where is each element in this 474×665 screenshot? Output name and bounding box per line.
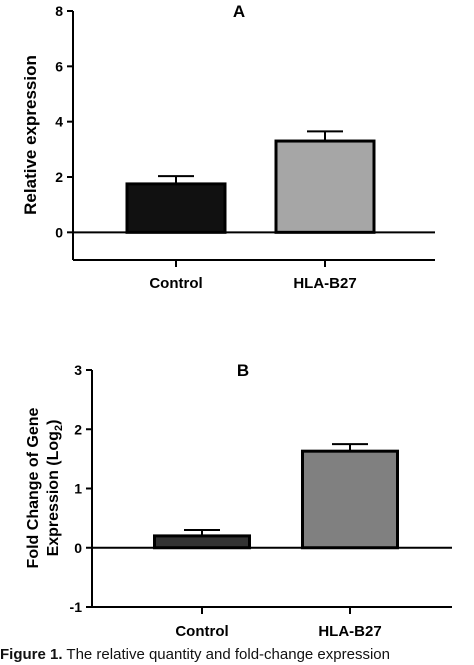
panel-b-y-tick-label: 3 [74, 362, 82, 378]
panel-a-y-tick-label: 0 [55, 224, 63, 240]
figure-caption: Figure 1. The relative quantity and fold… [0, 646, 474, 665]
panel-a-y-tick-label: 2 [55, 169, 63, 185]
panel-a-y-tick-label: 8 [55, 3, 63, 19]
panel-b-x-tick-label: HLA-B27 [318, 623, 381, 640]
panel-a-tick-labels: 0 2 4 6 8 Control HLA-B27 [55, 3, 356, 292]
panel-b-label: B [237, 361, 249, 380]
panel-b-bar [153, 534, 251, 550]
panel-a-bar [274, 139, 376, 234]
panel-a-y-axis-label: Relative expression [21, 55, 40, 215]
panel-b-bars [153, 443, 399, 550]
panel-a-bars [125, 130, 376, 234]
panel-b-bar [301, 449, 399, 550]
panel-b-y-tick-label: 0 [74, 540, 82, 556]
panel-b-y-axis-label-line1: Fold Change of Gene [25, 407, 42, 568]
chart-panel-a: A Relative expression 0 2 4 6 8 Control HLA-B2… [21, 2, 435, 292]
panel-a-x-tick-label: Control [149, 275, 202, 292]
panel-b-y-tick-label: 1 [74, 481, 82, 497]
caption-text: The relative quantity and fold-change ex… [66, 646, 390, 663]
panel-b-tick-labels: -1 0 1 2 3 Control HLA-B27 [70, 362, 382, 640]
panel-a-label: A [233, 2, 245, 21]
panel-a-y-tick-label: 6 [55, 58, 63, 74]
panel-a-bar [125, 182, 227, 234]
caption-label: Figure 1. [0, 646, 63, 663]
panel-b-y-axis-label-text: Expression (Log [45, 431, 62, 556]
panel-a-x-tick-label: HLA-B27 [293, 275, 356, 292]
panel-b-y-axis-label-close: ) [45, 420, 62, 425]
panel-b-y-tick-label: 2 [74, 421, 82, 437]
panel-a-y-tick-label: 4 [55, 114, 63, 130]
panel-b-y-axis-label-subscript: 2 [53, 425, 65, 431]
chart-panel-b: B Fold Change of Gene Expression (Log2) … [25, 361, 452, 640]
panel-b-y-axis-label-line2: Expression (Log2) [45, 420, 65, 557]
panel-b-y-tick-label: -1 [70, 599, 83, 615]
panel-b-x-tick-label: Control [175, 623, 228, 640]
panel-a-axes [67, 10, 435, 267]
